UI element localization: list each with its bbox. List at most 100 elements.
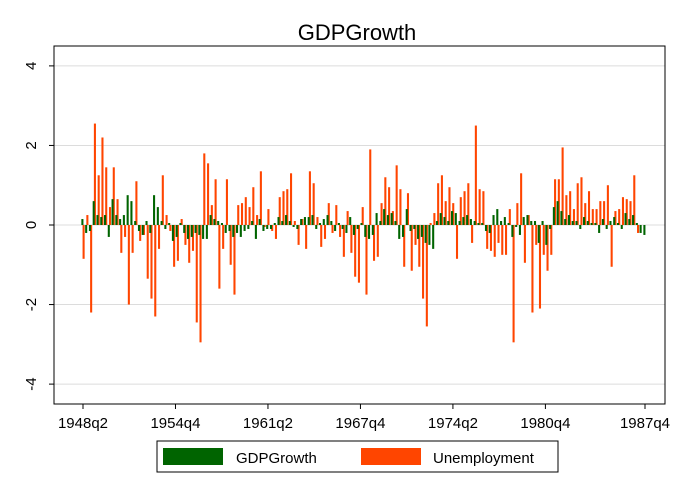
y-tick-label: 2 xyxy=(23,141,40,149)
bar-gdpgrowth xyxy=(379,221,382,225)
y-tick-label: 0 xyxy=(23,221,40,229)
bar-gdpgrowth xyxy=(518,225,521,235)
bar-unemployment xyxy=(139,225,142,241)
bar-gdpgrowth xyxy=(628,219,631,225)
bar-gdpgrowth xyxy=(473,221,476,225)
bar-gdpgrowth xyxy=(386,215,389,225)
bar-unemployment xyxy=(308,171,311,225)
bar-unemployment xyxy=(418,225,421,267)
bar-unemployment xyxy=(301,219,304,225)
bar-unemployment xyxy=(606,185,609,225)
bar-gdpgrowth xyxy=(285,215,288,225)
bar-gdpgrowth xyxy=(466,215,469,225)
bar-unemployment xyxy=(471,225,474,243)
bar-gdpgrowth xyxy=(330,221,333,225)
bar-gdpgrowth xyxy=(500,221,503,225)
bar-gdpgrowth xyxy=(356,225,359,229)
bar-gdpgrowth xyxy=(571,221,574,225)
bar-gdpgrowth xyxy=(92,201,95,225)
bar-unemployment xyxy=(286,189,289,225)
bar-gdpgrowth xyxy=(375,213,378,225)
bar-gdpgrowth xyxy=(258,219,261,225)
bar-gdpgrowth xyxy=(288,221,291,225)
bar-gdpgrowth xyxy=(349,217,352,225)
bar-gdpgrowth xyxy=(205,225,208,239)
bar-unemployment xyxy=(455,225,459,259)
legend-box xyxy=(156,440,559,473)
legend-swatch-unemployment xyxy=(361,448,421,465)
bar-gdpgrowth xyxy=(345,225,348,233)
bar-gdpgrowth xyxy=(583,217,586,225)
bar-unemployment xyxy=(146,225,149,279)
bar-gdpgrowth xyxy=(601,219,604,225)
bar-unemployment xyxy=(557,179,560,225)
bar-gdpgrowth xyxy=(435,221,438,225)
bar-gdpgrowth xyxy=(303,217,306,225)
x-tick-label: 1967q4 xyxy=(335,415,385,432)
bar-unemployment xyxy=(478,189,481,225)
bar-gdpgrowth xyxy=(443,217,446,225)
bar-unemployment xyxy=(105,167,108,225)
bar-unemployment xyxy=(486,225,489,249)
bar-unemployment xyxy=(305,225,308,249)
bar-unemployment xyxy=(357,225,360,283)
bar-gdpgrowth xyxy=(322,219,325,225)
bar-unemployment xyxy=(599,201,602,225)
bar-unemployment xyxy=(603,201,606,225)
bar-gdpgrowth xyxy=(153,195,156,225)
bar-gdpgrowth xyxy=(488,225,491,233)
y-tick-label: -4 xyxy=(23,377,40,390)
bar-gdpgrowth xyxy=(420,225,423,237)
bar-unemployment xyxy=(610,225,613,267)
bar-gdpgrowth xyxy=(454,213,457,225)
bar-gdpgrowth xyxy=(81,219,84,225)
bar-gdpgrowth xyxy=(134,221,137,225)
bar-unemployment xyxy=(271,225,274,231)
bar-unemployment xyxy=(497,225,500,243)
bar-unemployment xyxy=(467,183,470,225)
bar-gdpgrowth xyxy=(432,225,435,249)
bar-gdpgrowth xyxy=(179,223,182,225)
bar-gdpgrowth xyxy=(522,217,525,225)
bar-gdpgrowth xyxy=(156,207,159,225)
bar-gdpgrowth xyxy=(315,225,318,229)
bar-gdpgrowth xyxy=(96,215,99,225)
bar-gdpgrowth xyxy=(198,225,201,235)
bar-gdpgrowth xyxy=(428,225,431,245)
bar-gdpgrowth xyxy=(103,215,107,225)
x-tick-label: 1948q2 xyxy=(58,415,108,432)
bar-gdpgrowth xyxy=(326,215,329,225)
bar-unemployment xyxy=(516,203,519,225)
legend: GDPGrowth Unemployment xyxy=(156,440,559,473)
bar-unemployment xyxy=(493,225,496,257)
bar-gdpgrowth xyxy=(164,225,167,229)
bar-gdpgrowth xyxy=(632,215,635,225)
bar-gdpgrowth xyxy=(232,225,235,237)
bar-unemployment xyxy=(101,137,104,225)
bar-unemployment xyxy=(625,199,628,225)
bar-gdpgrowth xyxy=(398,225,401,239)
bar-gdpgrowth xyxy=(371,225,374,235)
bar-gdpgrowth xyxy=(269,225,273,229)
bar-unemployment xyxy=(233,225,236,295)
bar-gdpgrowth xyxy=(409,225,412,231)
bar-gdpgrowth xyxy=(236,225,239,233)
bar-unemployment xyxy=(482,191,485,225)
bar-gdpgrowth xyxy=(194,225,197,233)
bar-gdpgrowth xyxy=(202,225,205,239)
bar-unemployment xyxy=(531,225,534,313)
legend-swatch-gdpgrowth xyxy=(163,448,223,465)
bar-gdpgrowth xyxy=(405,209,408,225)
bar-unemployment xyxy=(489,225,492,251)
bar-unemployment xyxy=(327,203,330,225)
bar-unemployment xyxy=(459,197,462,225)
bar-gdpgrowth xyxy=(277,217,280,225)
bar-gdpgrowth xyxy=(254,225,257,239)
bar-gdpgrowth xyxy=(598,225,601,233)
bar-unemployment xyxy=(207,163,210,225)
x-tick-label: 1961q2 xyxy=(243,415,293,432)
bar-unemployment xyxy=(124,225,127,237)
bar-gdpgrowth xyxy=(541,221,544,225)
bar-unemployment xyxy=(369,149,372,225)
bar-gdpgrowth xyxy=(590,223,593,225)
